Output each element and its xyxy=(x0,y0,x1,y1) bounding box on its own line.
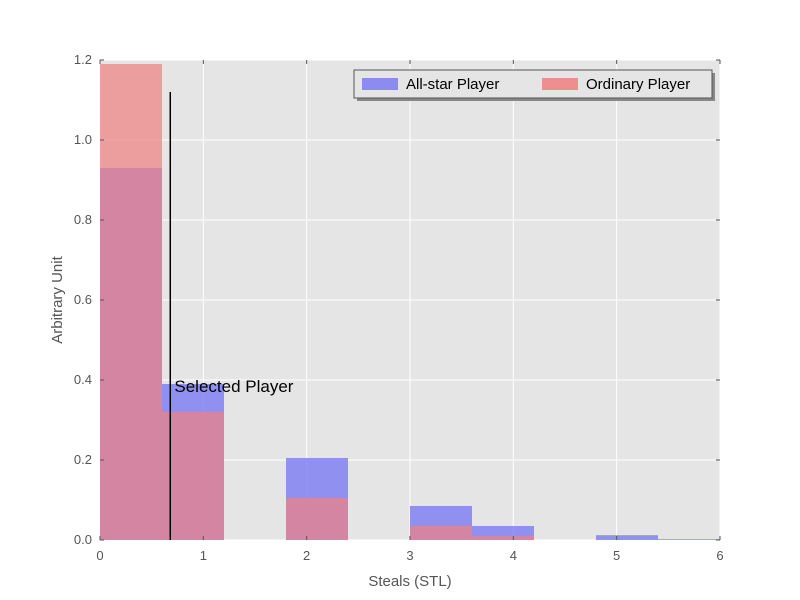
y-tick-label: 0.2 xyxy=(74,452,92,467)
y-axis-label: Arbitrary Unit xyxy=(49,255,66,343)
legend-swatch-all-star xyxy=(362,78,398,90)
y-tick-label: 1.2 xyxy=(74,52,92,67)
bar-ordinary xyxy=(100,64,162,540)
y-tick-labels: 0.0 0.2 0.4 0.6 0.8 1.0 1.2 xyxy=(74,52,92,547)
legend-label-ordinary: Ordinary Player xyxy=(586,76,690,93)
y-tick-label: 0.6 xyxy=(74,292,92,307)
bar-all-star xyxy=(658,539,720,540)
legend-label-all-star: All-star Player xyxy=(406,76,499,93)
x-tick-label: 4 xyxy=(510,548,517,563)
y-tick-label: 0.4 xyxy=(74,372,92,387)
y-tick-label: 0.8 xyxy=(74,212,92,227)
bar-ordinary xyxy=(162,412,224,540)
axes xyxy=(99,59,721,541)
selected-player-annotation: Selected Player xyxy=(169,92,294,540)
x-tick-label: 2 xyxy=(303,548,310,563)
x-tick-label: 5 xyxy=(613,548,620,563)
legend: All-star Player Ordinary Player xyxy=(353,69,715,101)
x-tick-label: 1 xyxy=(200,548,207,563)
y-tick-label: 1.0 xyxy=(74,132,92,147)
x-tick-label: 0 xyxy=(96,548,103,563)
x-tick-labels: 0 1 2 3 4 5 6 xyxy=(96,548,723,563)
histogram-bars xyxy=(100,64,720,540)
y-tick-label: 0.0 xyxy=(74,532,92,547)
x-tick-label: 6 xyxy=(716,548,723,563)
bar-ordinary xyxy=(410,526,472,540)
selected-player-label: Selected Player xyxy=(174,377,293,396)
bar-all-star xyxy=(596,535,658,540)
bar-ordinary xyxy=(472,536,534,540)
x-tick-label: 3 xyxy=(406,548,413,563)
x-axis-label: Steals (STL) xyxy=(368,573,451,590)
legend-swatch-ordinary xyxy=(542,78,578,90)
bar-ordinary xyxy=(286,498,348,540)
legend-box xyxy=(353,69,713,99)
